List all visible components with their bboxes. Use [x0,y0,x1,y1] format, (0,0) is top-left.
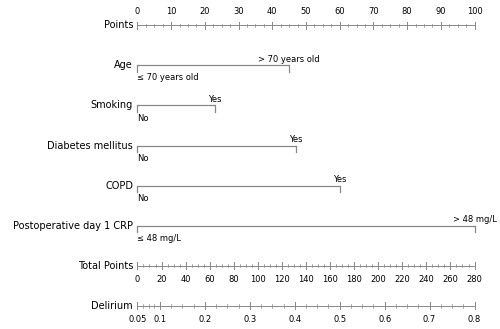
Text: 60: 60 [334,7,345,16]
Text: No: No [138,114,149,122]
Text: 20: 20 [156,275,167,284]
Text: 20: 20 [200,7,210,16]
Text: 0.8: 0.8 [468,315,481,324]
Text: 80: 80 [228,275,239,284]
Text: 0.6: 0.6 [378,315,392,324]
Text: 0.7: 0.7 [423,315,436,324]
Text: 70: 70 [368,7,378,16]
Text: Age: Age [114,61,133,70]
Text: No: No [138,154,149,163]
Text: Postoperative day 1 CRP: Postoperative day 1 CRP [13,221,133,231]
Text: Diabetes mellitus: Diabetes mellitus [48,140,133,150]
Text: 220: 220 [394,275,410,284]
Text: ≤ 48 mg/L: ≤ 48 mg/L [138,234,182,243]
Text: 50: 50 [300,7,311,16]
Text: No: No [138,194,149,203]
Text: 30: 30 [234,7,244,16]
Text: 160: 160 [322,275,338,284]
Text: 0.2: 0.2 [198,315,211,324]
Text: Yes: Yes [289,135,302,144]
Text: Points: Points [104,20,133,30]
Text: 60: 60 [204,275,215,284]
Text: 0.5: 0.5 [333,315,346,324]
Text: 0: 0 [135,7,140,16]
Text: > 70 years old: > 70 years old [258,55,320,64]
Text: 0.3: 0.3 [243,315,256,324]
Text: Total Points: Total Points [78,261,133,271]
Text: 140: 140 [298,275,314,284]
Text: 10: 10 [166,7,176,16]
Text: ≤ 70 years old: ≤ 70 years old [138,73,199,83]
Text: 180: 180 [346,275,362,284]
Text: 240: 240 [418,275,434,284]
Text: 0: 0 [135,275,140,284]
Text: > 48 mg/L: > 48 mg/L [452,215,496,224]
Text: 200: 200 [370,275,386,284]
Text: Delirium: Delirium [92,301,133,311]
Text: 100: 100 [466,7,482,16]
Text: 40: 40 [180,275,191,284]
Text: COPD: COPD [105,181,133,190]
Text: 120: 120 [274,275,290,284]
Text: 0.1: 0.1 [154,315,166,324]
Text: 280: 280 [466,275,482,284]
Text: 0.4: 0.4 [288,315,302,324]
Text: 80: 80 [402,7,412,16]
Text: Yes: Yes [333,175,346,184]
Text: 40: 40 [267,7,278,16]
Text: Yes: Yes [208,95,222,104]
Text: 90: 90 [436,7,446,16]
Text: 260: 260 [442,275,458,284]
Text: Smoking: Smoking [91,100,133,111]
Text: 0.05: 0.05 [128,315,146,324]
Text: 100: 100 [250,275,266,284]
